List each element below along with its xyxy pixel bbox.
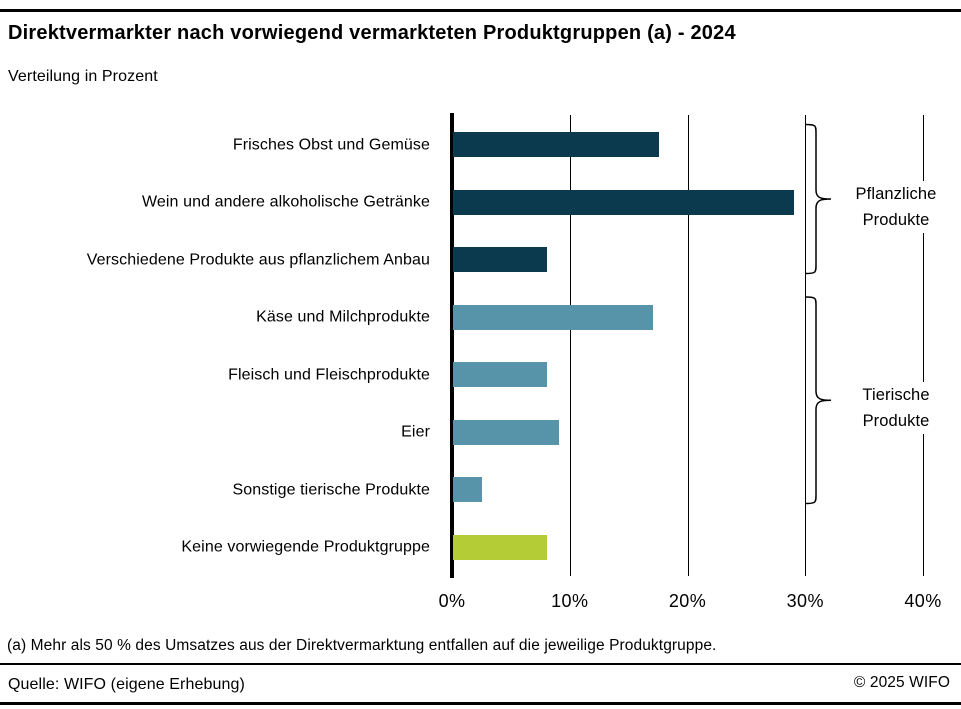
- x-tick-label: 20%: [668, 591, 707, 611]
- bottom-rule: [0, 702, 961, 705]
- gridline-30: [805, 115, 807, 576]
- y-axis-line: [450, 113, 454, 578]
- group-label: Pflanzliche Produkte: [840, 181, 952, 233]
- gridline-40: [923, 115, 924, 576]
- bar: [453, 419, 559, 445]
- chart-subtitle: Verteilung in Prozent: [8, 68, 158, 85]
- x-tick-label: 30%: [786, 591, 824, 611]
- group-label: Tierische Produkte: [840, 382, 952, 435]
- category-label: Frisches Obst und Gemüse: [232, 136, 430, 153]
- bar: [453, 132, 660, 157]
- bar: [453, 189, 795, 215]
- bar: [453, 304, 654, 330]
- bar: [453, 362, 548, 387]
- group-bracket: [805, 123, 832, 275]
- top-rule: [0, 9, 961, 12]
- divider-line: [0, 663, 961, 665]
- bar: [453, 534, 548, 560]
- category-label: Sonstige tierische Produkte: [232, 481, 430, 498]
- category-label: Keine vorwiegende Produktgruppe: [181, 538, 430, 556]
- x-tick-label: 0%: [438, 591, 466, 611]
- bar: [453, 477, 483, 502]
- chart-title: Direktvermarkter nach vorwiegend vermark…: [8, 22, 736, 44]
- x-tick-label: 10%: [551, 591, 589, 611]
- category-label: Eier: [401, 423, 430, 441]
- category-label: Käse und Milchprodukte: [256, 308, 430, 326]
- x-tick-label: 40%: [904, 591, 942, 611]
- category-label: Fleisch und Fleischprodukte: [228, 366, 430, 383]
- source-note: Quelle: WIFO (eigene Erhebung): [8, 676, 245, 693]
- category-label: Wein und andere alkoholische Getränke: [141, 193, 430, 211]
- gridline-10: [569, 115, 571, 576]
- category-label: Verschiedene Produkte aus pflanzlichem A…: [86, 251, 430, 268]
- bar: [453, 247, 548, 272]
- copyright-note: © 2025 WIFO: [853, 674, 950, 691]
- group-bracket: [805, 296, 832, 505]
- footnote: (a) Mehr als 50 % des Umsatzes aus der D…: [7, 637, 717, 654]
- group-brackets: [805, 123, 832, 505]
- gridline-20: [687, 115, 689, 576]
